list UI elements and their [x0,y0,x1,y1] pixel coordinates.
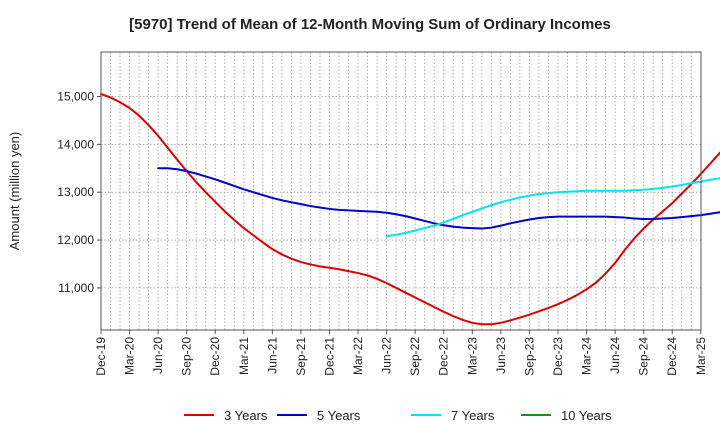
x-tick-label: Sep-22 [408,337,422,376]
x-axis: Dec-19 Mar-20 Jun-20 Sep-20 Dec-20 Mar-21 Jun-… [94,330,708,376]
y-tick-label: 12,000 [57,233,94,247]
x-tick-label: Mar-24 [580,337,594,375]
x-tick-label: Mar-25 [694,337,708,375]
legend: 3 Years 5 Years 7 Years 10 Years [184,408,612,423]
x-tick-label: Dec-22 [437,337,451,376]
x-tick-label: Sep-20 [180,337,194,376]
x-tick-label: Mar-22 [351,337,365,375]
y-tick-label: 13,000 [57,185,94,199]
series-line-5-years [157,167,720,230]
grid [101,52,701,330]
x-tick-label: Mar-20 [123,337,137,375]
x-tick-label: Jun-20 [151,337,165,374]
plot-frame [100,51,702,331]
legend-label: 5 Years [317,408,361,423]
x-tick-label: Sep-23 [522,337,536,376]
x-tick-label: Dec-20 [208,337,222,376]
x-tick-label: Dec-21 [322,337,336,376]
x-tick-label: Sep-21 [294,337,308,376]
legend-label: 3 Years [224,408,268,423]
y-tick-label: 14,000 [57,137,94,151]
x-tick-label: Dec-24 [665,337,679,376]
y-tick-label: 15,000 [57,89,94,103]
x-tick-label: Jun-21 [265,337,279,374]
x-tick-label: Dec-19 [94,337,108,376]
y-tick-label: 11,000 [58,281,94,295]
legend-label: 10 Years [561,408,612,423]
y-axis-label: Amount (million yen) [7,132,22,251]
x-tick-label: Jun-22 [380,337,394,374]
chart-title: [5970] Trend of Mean of 12-Month Moving … [129,16,611,33]
x-tick-label: Mar-23 [465,337,479,375]
legend-label: 7 Years [451,408,495,423]
series-layer [100,93,720,326]
y-axis: 11,000 12,000 13,000 14,000 15,000 [57,89,101,295]
series-line-7-years [385,177,720,238]
series-line-3-years [100,93,720,326]
x-tick-label: Mar-21 [237,337,251,375]
x-tick-label: Jun-24 [608,337,622,374]
x-tick-label: Jun-23 [494,337,508,374]
x-tick-label: Dec-23 [551,337,565,376]
x-tick-label: Sep-24 [637,337,651,376]
